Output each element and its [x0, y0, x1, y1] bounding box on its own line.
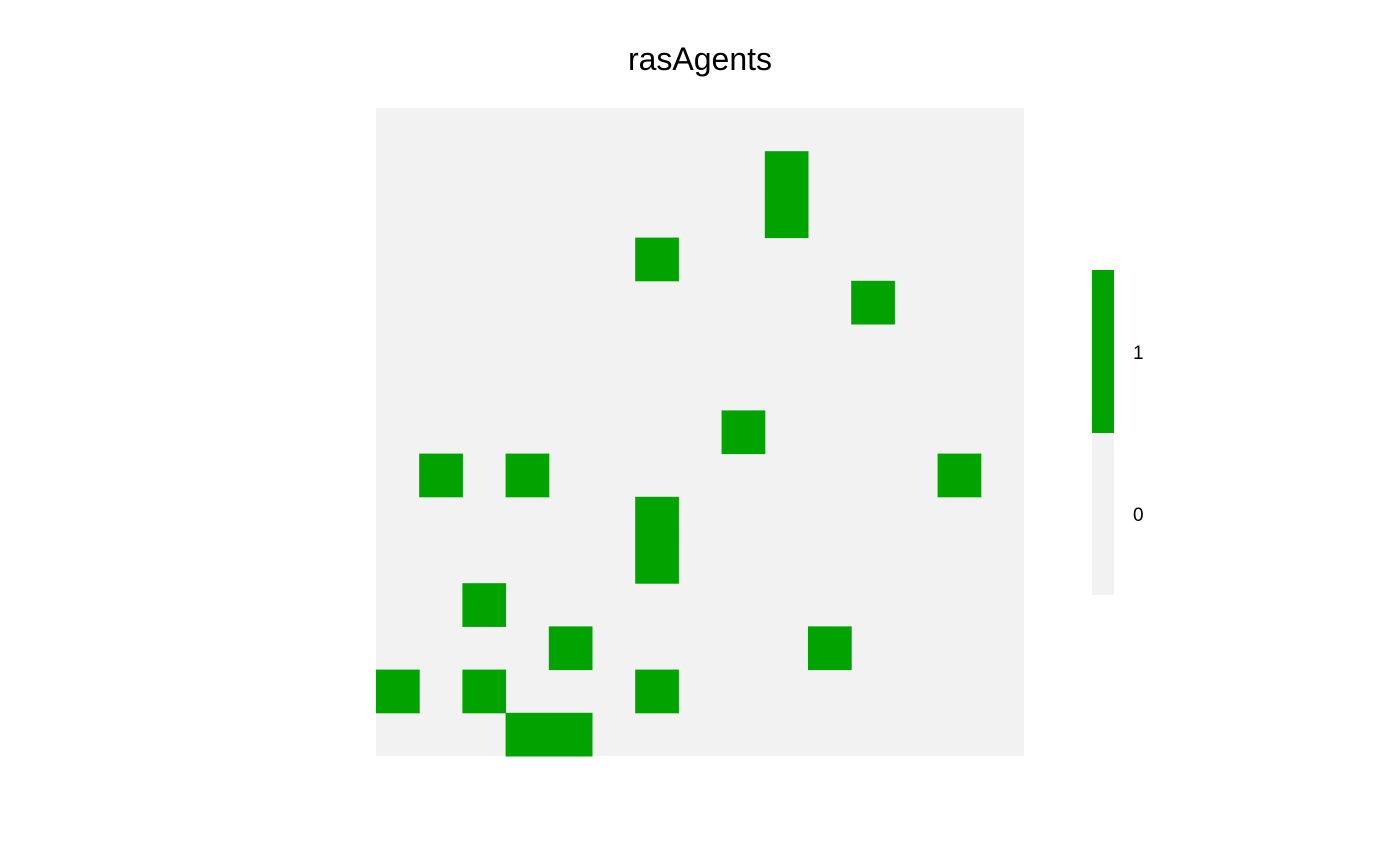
raster-cell-9-6	[635, 496, 679, 541]
raster-cell-13-6	[635, 669, 679, 714]
legend: 1 0	[1092, 270, 1144, 595]
raster-cell-14-3	[505, 712, 550, 757]
raster-cell-7-8	[721, 410, 766, 455]
raster-cell-3-6	[635, 237, 679, 282]
raster-cell-12-10	[808, 626, 852, 671]
raster-cell-14-4	[548, 712, 593, 757]
legend-swatch-0	[1092, 433, 1114, 595]
raster-cell-8-3	[505, 453, 550, 498]
legend-label-0: 0	[1133, 505, 1144, 526]
chart-title: rasAgents	[628, 41, 772, 77]
raster-background	[376, 108, 1024, 756]
raster-grid	[376, 108, 1024, 757]
raster-cell-13-0	[376, 669, 420, 714]
raster-cell-1-9	[764, 151, 809, 195]
raster-cell-8-1	[419, 453, 463, 498]
raster-cell-13-2	[462, 669, 507, 714]
raster-cell-4-11	[851, 280, 895, 325]
raster-cell-10-6	[635, 540, 679, 584]
raster-cell-8-13	[937, 453, 982, 498]
legend-label-1: 1	[1133, 343, 1144, 364]
raster-cell-12-4	[548, 626, 593, 671]
legend-swatch-1	[1092, 270, 1114, 433]
raster-cell-2-9	[764, 194, 809, 239]
raster-cell-11-2	[462, 583, 507, 627]
